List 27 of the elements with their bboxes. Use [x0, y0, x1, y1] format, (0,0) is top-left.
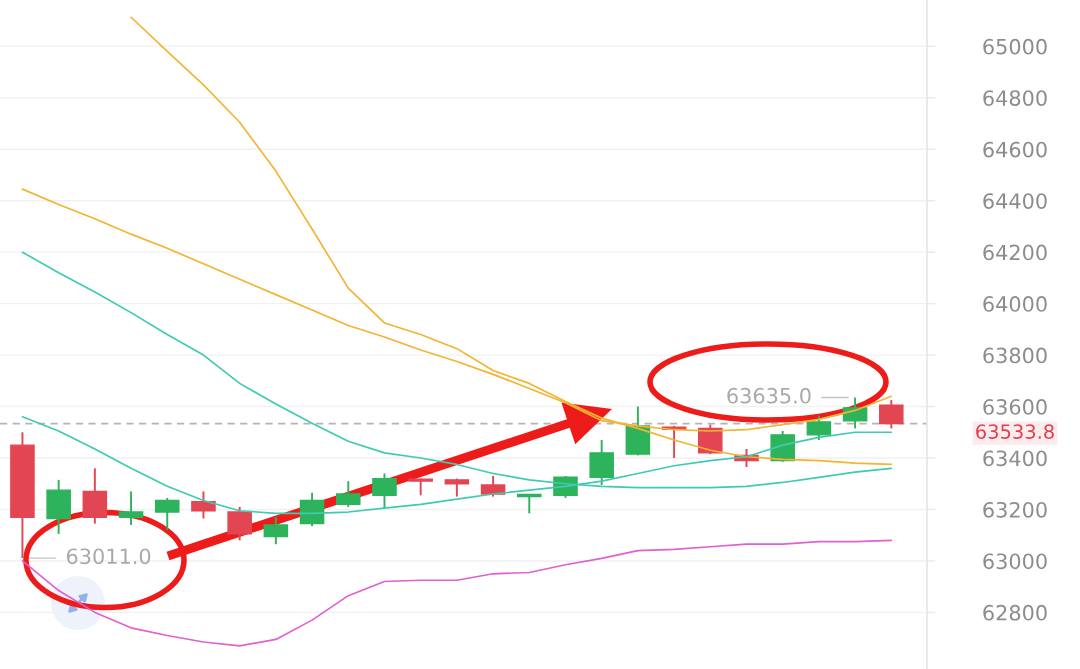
y-tick-label: 64200 [983, 244, 1047, 261]
candlestick [879, 399, 904, 430]
candlestick [372, 472, 397, 510]
y-tick-label: 63600 [983, 399, 1047, 415]
candlestick [516, 493, 542, 515]
y-tick-label: 63400 [983, 450, 1047, 467]
y-tick-label: 63000 [983, 553, 1047, 570]
candlestick [227, 505, 252, 542]
candlestick [806, 414, 832, 441]
y-tick-label: 64600 [983, 141, 1047, 158]
ref-line-label: 63533.8 [976, 424, 1054, 439]
line-series [21, 539, 893, 647]
y-tick-label: 64800 [983, 90, 1047, 106]
y-tick-label: 62800 [983, 604, 1047, 621]
y-tick-label: 64000 [983, 296, 1047, 312]
candlestick [118, 490, 144, 526]
annotation: 63635.0 [727, 387, 811, 404]
y-tick-label: 65000 [983, 38, 1047, 55]
y-tick-label: 63800 [983, 347, 1047, 364]
annotation: 63011.0 [66, 548, 151, 565]
y-tick-label: 63200 [983, 501, 1047, 518]
candlestick [480, 475, 506, 498]
candlestick [191, 490, 216, 520]
candlestick [154, 496, 180, 532]
y-tick-label: 64400 [983, 193, 1047, 209]
candlestick [263, 516, 289, 546]
candlestick [335, 480, 361, 508]
